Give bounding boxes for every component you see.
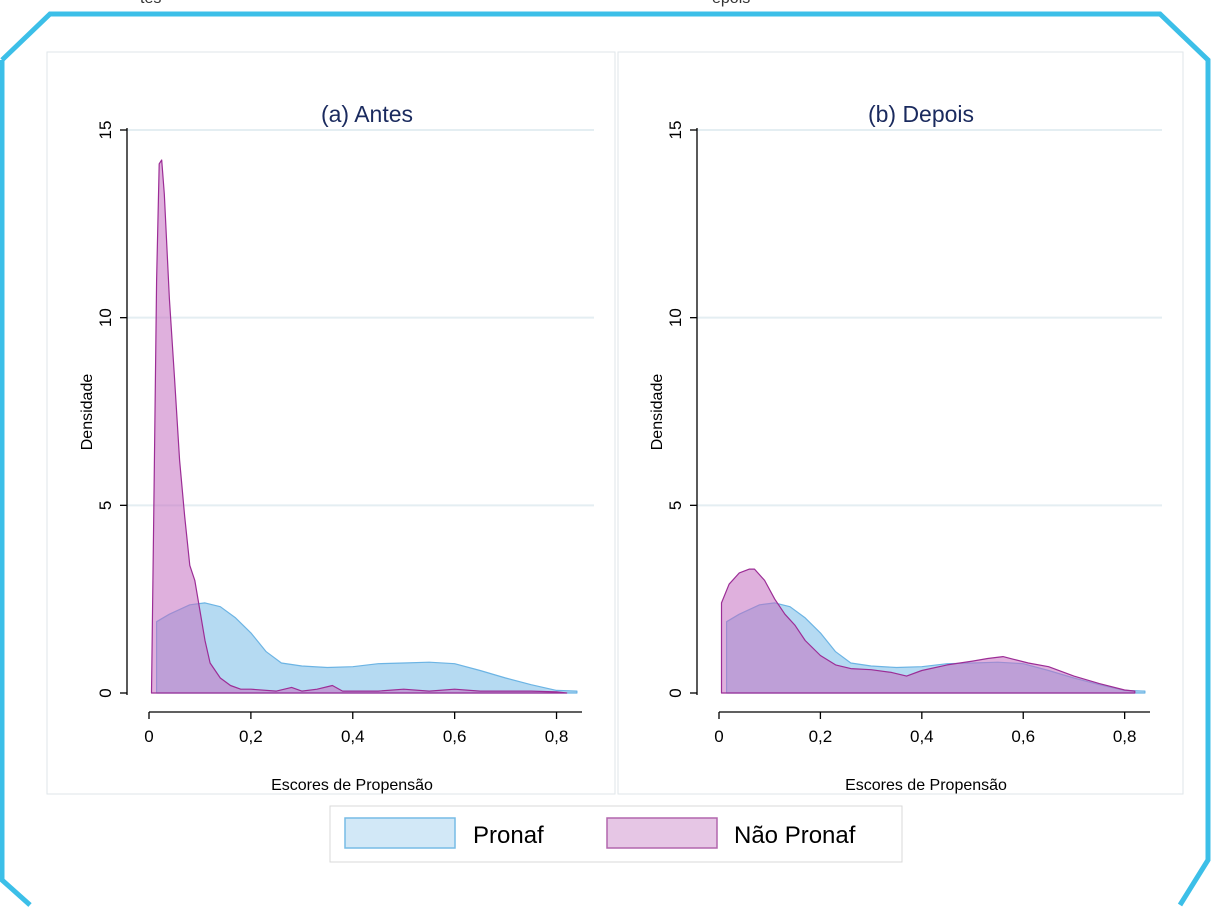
y-tick-label-antes-1: 5: [96, 501, 115, 510]
x-tick-label-antes-3: 0,6: [443, 727, 467, 746]
y-tick-label-depois-3: 15: [666, 121, 685, 140]
series-area-pronaf-antes: [156, 602, 578, 694]
chart-panel-depois: 0 5 10 15 0 0,2 0,4 0,6 0,8 (b) Depois Escores de …: [649, 101, 1162, 794]
legend-label-pronaf: Pronaf: [473, 822, 544, 849]
chart-title-depois: (b) Depois: [868, 101, 974, 127]
x-tick-label-antes-2: 0,4: [341, 727, 365, 746]
chart-panel-antes: 0 5 10 15 0 0,2 0,4 0,6 0,8 (a) Antes Escores de P…: [79, 101, 594, 794]
y-tick-label-depois-1: 5: [666, 501, 685, 510]
x-tick-label-antes-0: 0: [144, 727, 153, 746]
x-tick-label-antes-1: 0,2: [239, 727, 263, 746]
legend-label-nao-pronaf: Não Pronaf: [734, 822, 856, 849]
top-text-right: epois: [712, 0, 750, 7]
top-text-left: tes: [140, 0, 161, 7]
x-tick-label-depois-3: 0,6: [1011, 727, 1035, 746]
x-tick-label-depois-4: 0,8: [1113, 727, 1137, 746]
legend-swatch-pronaf: [344, 817, 456, 849]
x-tick-label-depois-2: 0,4: [910, 727, 934, 746]
y-tick-label-antes-2: 10: [96, 308, 115, 327]
x-tick-label-antes-4: 0,8: [545, 727, 569, 746]
series-area-nao-pronaf-antes: [150, 159, 568, 694]
panel-border-a: [46, 51, 616, 795]
y-tick-label-antes-0: 0: [96, 688, 115, 697]
x-axis-label-depois: Escores de Propensão: [845, 777, 1007, 794]
y-tick-label-depois-2: 10: [666, 308, 685, 327]
x-tick-label-depois-0: 0: [714, 727, 723, 746]
legend-swatch-nao-pronaf: [606, 817, 718, 849]
y-axis-label-antes: Densidade: [79, 374, 96, 451]
y-axis-label-depois: Densidade: [649, 374, 666, 451]
y-tick-label-antes-3: 15: [96, 121, 115, 140]
figure-frame: [0, 11, 1211, 907]
panel-border-b: [617, 51, 1184, 795]
y-tick-label-depois-0: 0: [666, 688, 685, 697]
chart-title-antes: (a) Antes: [321, 101, 413, 127]
legend: Pronaf Não Pronaf: [329, 805, 903, 863]
series-area-nao-pronaf-depois: [720, 568, 1136, 694]
x-tick-label-depois-1: 0,2: [809, 727, 833, 746]
x-axis-label-antes: Escores de Propensão: [271, 777, 433, 794]
